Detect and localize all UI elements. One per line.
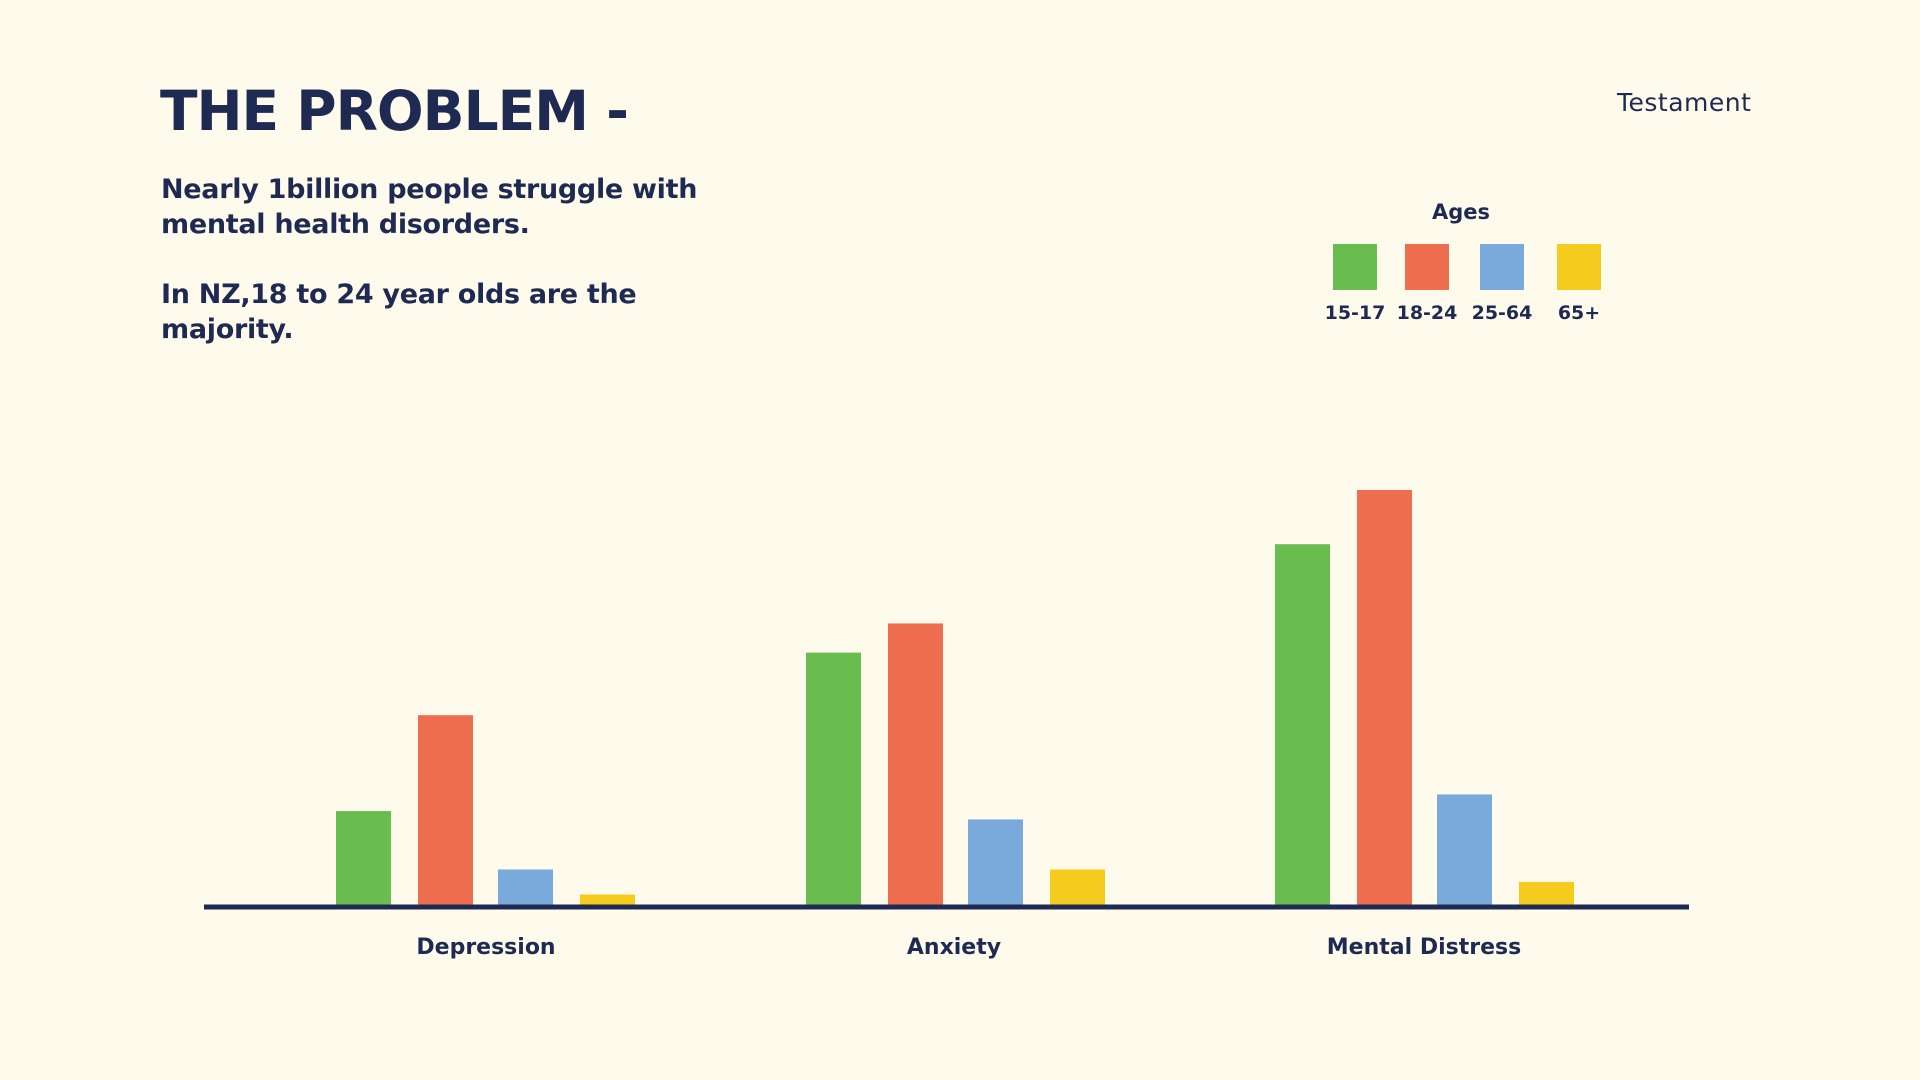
legend-item-15-17: 15-17 xyxy=(1316,244,1386,334)
bar-mental-distress-18-24 xyxy=(1357,490,1412,907)
category-label-mental-distress: Mental Distress xyxy=(1327,935,1521,960)
intro-text: Nearly 1billion people struggle with men… xyxy=(161,172,721,382)
bar-depression-18-24 xyxy=(418,715,473,907)
legend-title: Ages xyxy=(1431,200,1491,224)
legend-item-65-plus: 65+ xyxy=(1540,244,1610,334)
bar-anxiety-15-17 xyxy=(806,652,861,907)
intro-line-global: Nearly 1billion people struggle with men… xyxy=(161,174,698,240)
legend-label-25-64: 25-64 xyxy=(1471,302,1533,324)
legend-swatch-18-24 xyxy=(1405,244,1449,290)
chart-legend: Ages 15-17 18-24 25-64 65+ xyxy=(1316,196,1606,336)
legend-label-15-17: 15-17 xyxy=(1324,302,1386,324)
bar-depression-65-plus xyxy=(580,894,635,907)
bar-depression-15-17 xyxy=(336,811,391,907)
legend-label-65-plus: 65+ xyxy=(1557,302,1601,324)
legend-item-18-24: 18-24 xyxy=(1388,244,1458,334)
bar-group-anxiety xyxy=(806,623,1105,907)
bar-mental-distress-25-64 xyxy=(1437,794,1492,907)
bar-group-depression xyxy=(336,715,635,907)
category-label-anxiety: Anxiety xyxy=(907,935,1001,960)
legend-label-18-24: 18-24 xyxy=(1396,302,1458,324)
bar-anxiety-65-plus xyxy=(1050,869,1105,907)
bar-mental-distress-65-plus xyxy=(1519,881,1574,907)
legend-swatch-15-17 xyxy=(1333,244,1377,290)
intro-line-nz: In NZ,18 to 24 year olds are the majorit… xyxy=(161,279,637,345)
legend-swatch-65-plus xyxy=(1557,244,1601,290)
bar-anxiety-25-64 xyxy=(968,819,1023,907)
category-label-depression: Depression xyxy=(416,935,555,960)
legend-swatch-25-64 xyxy=(1480,244,1524,290)
legend-item-25-64: 25-64 xyxy=(1463,244,1533,334)
bar-group-mental-distress xyxy=(1275,490,1574,907)
bar-mental-distress-15-17 xyxy=(1275,544,1330,907)
slide-title: THE PROBLEM - xyxy=(160,79,629,143)
bar-anxiety-18-24 xyxy=(888,623,943,907)
brand-logo: Testament xyxy=(1617,88,1752,117)
bar-depression-25-64 xyxy=(498,869,553,907)
